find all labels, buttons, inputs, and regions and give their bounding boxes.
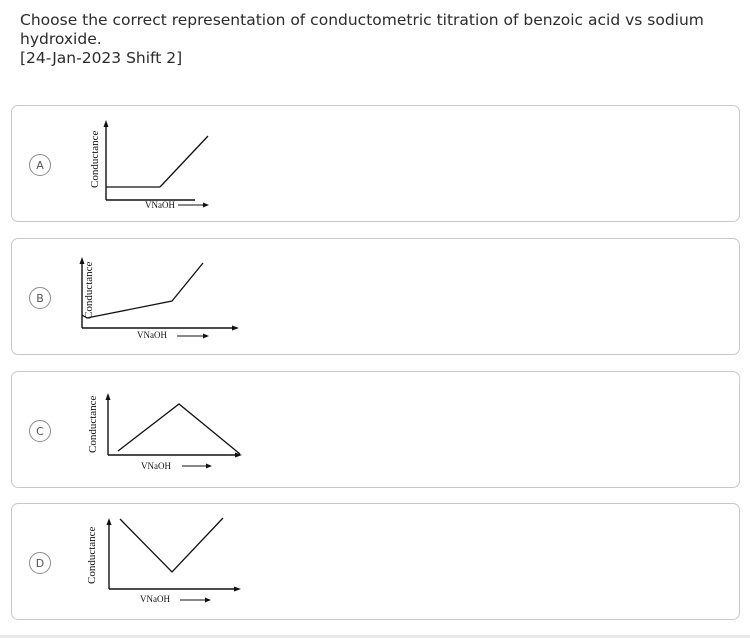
option-a-graph: Conductance VNaOH — [12, 106, 272, 221]
question-line-1: Choose the correct representation of con… — [20, 11, 704, 29]
y-axis-label: Conductance — [83, 261, 95, 319]
y-axis-arrow — [106, 518, 112, 525]
x-label-arrow-head — [205, 597, 211, 603]
curve — [81, 262, 204, 319]
option-b[interactable]: B Conductance VNaOH — [11, 238, 740, 355]
option-d-graph: Conductance VNaOH — [12, 504, 272, 619]
x-label-arrow-head — [206, 463, 212, 469]
y-axis-arrow — [103, 120, 109, 127]
curve-rise — [159, 135, 209, 188]
question-line-2: hydroxide. — [20, 30, 102, 48]
option-c-letter: C — [29, 420, 51, 442]
curve — [117, 403, 241, 455]
x-axis-label: VNaOH — [137, 330, 167, 340]
x-axis-label: VNaOH — [140, 594, 170, 604]
y-axis-arrow — [79, 257, 85, 264]
option-b-letter: B — [29, 287, 51, 309]
y-axis-label: Conductance — [87, 395, 99, 453]
page-bottom-edge — [0, 635, 750, 638]
option-c[interactable]: C Conductance VNaOH — [11, 371, 740, 488]
curve — [119, 517, 224, 573]
option-a[interactable]: A Conductance VNaOH — [11, 105, 740, 222]
x-axis-label: VNaOH — [141, 461, 171, 471]
y-axis-label: Conductance — [86, 526, 98, 584]
x-axis-arrow — [232, 325, 239, 331]
option-b-graph: Conductance VNaOH — [12, 239, 272, 354]
y-axis-label: Conductance — [89, 130, 101, 188]
x-axis-arrow — [235, 452, 242, 458]
x-axis-label: VNaOH — [145, 200, 175, 210]
option-d[interactable]: D Conductance VNaOH — [11, 503, 740, 620]
option-d-letter: D — [29, 552, 51, 574]
y-axis-arrow — [105, 393, 111, 400]
question-source: [24-Jan-2023 Shift 2] — [20, 49, 183, 67]
question-text: Choose the correct representation of con… — [20, 11, 735, 68]
option-a-letter: A — [29, 154, 51, 176]
x-label-arrow-head — [203, 202, 209, 208]
option-c-graph: Conductance VNaOH — [12, 372, 272, 487]
x-label-arrow-head — [203, 333, 209, 339]
x-axis-arrow — [234, 586, 241, 592]
